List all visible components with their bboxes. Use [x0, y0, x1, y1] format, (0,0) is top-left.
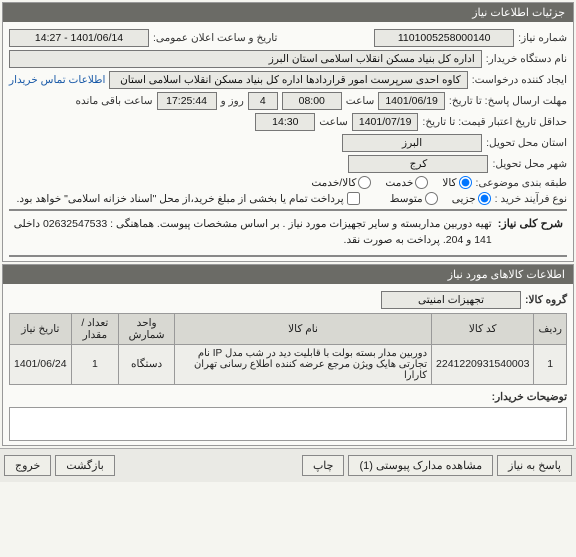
items-panel: اطلاعات کالاهای مورد نیاز گروه کالا: تجه… — [2, 264, 574, 446]
deadline-time-lbl: ساعت — [346, 95, 375, 107]
cat-service-option[interactable]: خدمت — [385, 176, 428, 189]
buyer-value: اداره کل بنیاد مسکن انقلاب اسلامی استان … — [9, 50, 482, 68]
pay-note-checkbox[interactable] — [347, 192, 360, 205]
need-no-value: 1101005258000140 — [374, 29, 514, 47]
buyer-label: نام دستگاه خریدار: — [486, 53, 567, 65]
contact-link[interactable]: اطلاعات تماس خریدار — [9, 74, 105, 86]
city-value: کرج — [348, 155, 488, 173]
row-notes: توضیحات خریدار: — [9, 391, 567, 403]
desc-text: تهیه دوربین مداربسته و سایر تجهیزات مورد… — [13, 217, 492, 249]
proc-partial-radio[interactable] — [478, 192, 491, 205]
proc-partial-text: جزیی — [452, 193, 476, 205]
cat-goods-service-text: کالا/خدمت — [311, 177, 356, 189]
remain-lbl: ساعت باقی مانده — [76, 95, 153, 107]
table-header-row: ردیف کد کالا نام کالا واحد شمارش تعداد /… — [10, 313, 567, 344]
days-lbl: روز و — [221, 95, 244, 107]
valid-date: 1401/07/19 — [352, 113, 419, 131]
button-bar: پاسخ به نیاز مشاهده مدارک پیوستی (1) چاپ… — [0, 448, 576, 482]
creator-label: ایجاد کننده درخواست: — [472, 74, 567, 86]
row-need-no: شماره نیاز: 1101005258000140 تاریخ و ساع… — [9, 29, 567, 47]
province-value: البرز — [342, 134, 482, 152]
panel2-title: اطلاعات کالاهای مورد نیاز — [3, 265, 573, 284]
category-label: طبقه بندی موضوعی: — [476, 177, 567, 189]
cat-goods-service-radio[interactable] — [358, 176, 371, 189]
notes-label: توضیحات خریدار: — [492, 391, 567, 403]
proc-medium-radio[interactable] — [425, 192, 438, 205]
panel1-title: جزئیات اطلاعات نیاز — [3, 3, 573, 22]
cat-service-radio[interactable] — [415, 176, 428, 189]
group-label: گروه کالا: — [525, 294, 567, 306]
cat-service-text: خدمت — [385, 177, 413, 189]
proc-medium-text: متوسط — [390, 193, 423, 205]
need-no-label: شماره نیاز: — [518, 32, 567, 44]
cat-goods-text: کالا — [442, 177, 456, 189]
valid-time: 14:30 — [255, 113, 315, 131]
col-code: کد کالا — [432, 313, 534, 344]
cell-name: دوربین مدار بسته بولت با قابلیت دید در ش… — [175, 344, 432, 384]
province-label: استان محل تحویل: — [486, 137, 567, 149]
attachments-button[interactable]: مشاهده مدارک پیوستی (1) — [348, 455, 493, 476]
deadline-time: 08:00 — [282, 92, 342, 110]
row-category: طبقه بندی موضوعی: کالا خدمت کالا/خدمت — [9, 176, 567, 189]
valid-time-lbl: ساعت — [319, 116, 348, 128]
cat-goods-option[interactable]: کالا — [442, 176, 471, 189]
row-city: شهر محل تحویل: کرج — [9, 155, 567, 173]
notes-box — [9, 407, 567, 441]
pub-label: تاریخ و ساعت اعلان عمومی: — [153, 32, 277, 44]
cell-code: 2241220931540003 — [432, 344, 534, 384]
remain-time: 17:25:44 — [157, 92, 217, 110]
cell-unit: دستگاه — [119, 344, 175, 384]
row-buyer: نام دستگاه خریدار: اداره کل بنیاد مسکن ا… — [9, 50, 567, 68]
pay-note-wrap: پرداخت تمام یا بخشی از مبلغ خرید،از محل … — [17, 192, 360, 205]
cat-goods-service-option[interactable]: کالا/خدمت — [311, 176, 371, 189]
proc-partial-option[interactable]: جزیی — [452, 192, 491, 205]
col-qty: تعداد / مقدار — [71, 313, 119, 344]
button-group-right: پاسخ به نیاز مشاهده مدارک پیوستی (1) چاپ — [302, 455, 572, 476]
process-label: نوع فرآیند خرید : — [495, 193, 567, 205]
desc-label: شرح کلی نیاز: — [498, 217, 563, 249]
city-label: شهر محل تحویل: — [492, 158, 567, 170]
items-table: ردیف کد کالا نام کالا واحد شمارش تعداد /… — [9, 313, 567, 385]
valid-label: حداقل تاریخ اعتبار قیمت: تا تاریخ: — [422, 116, 567, 128]
group-value: تجهیزات امنیتی — [381, 291, 521, 309]
deadline-date: 1401/06/19 — [378, 92, 445, 110]
pay-note-text: پرداخت تمام یا بخشی از مبلغ خرید،از محل … — [17, 193, 344, 205]
row-province: استان محل تحویل: البرز — [9, 134, 567, 152]
back-button[interactable]: بازگشت — [55, 455, 115, 476]
col-name: نام کالا — [175, 313, 432, 344]
button-group-left: بازگشت خروج — [4, 455, 115, 476]
row-creator: ایجاد کننده درخواست: کاوه احدی سرپرست ام… — [9, 71, 567, 89]
row-process: نوع فرآیند خرید : جزیی متوسط پرداخت تمام… — [9, 192, 567, 205]
cell-date: 1401/06/24 — [10, 344, 72, 384]
row-valid: حداقل تاریخ اعتبار قیمت: تا تاریخ: 1401/… — [9, 113, 567, 131]
exit-button[interactable]: خروج — [4, 455, 51, 476]
days-value: 4 — [248, 92, 278, 110]
print-button[interactable]: چاپ — [302, 455, 345, 476]
reply-button[interactable]: پاسخ به نیاز — [497, 455, 572, 476]
desc-block: شرح کلی نیاز: تهیه دوربین مداربسته و سای… — [9, 209, 567, 257]
table-row[interactable]: 1 2241220931540003 دوربین مدار بسته بولت… — [10, 344, 567, 384]
deadline-label: مهلت ارسال پاسخ: تا تاریخ: — [449, 95, 567, 107]
cell-idx: 1 — [534, 344, 567, 384]
col-date: تاریخ نیاز — [10, 313, 72, 344]
cat-goods-radio[interactable] — [459, 176, 472, 189]
need-details-panel: جزئیات اطلاعات نیاز شماره نیاز: 11010052… — [2, 2, 574, 262]
row-deadline: مهلت ارسال پاسخ: تا تاریخ: 1401/06/19 سا… — [9, 92, 567, 110]
row-group: گروه کالا: تجهیزات امنیتی — [9, 291, 567, 309]
panel2-body: گروه کالا: تجهیزات امنیتی ردیف کد کالا ن… — [3, 284, 573, 445]
pub-value: 1401/06/14 - 14:27 — [9, 29, 149, 47]
col-row: ردیف — [534, 313, 567, 344]
cell-qty: 1 — [71, 344, 119, 384]
col-unit: واحد شمارش — [119, 313, 175, 344]
proc-medium-option[interactable]: متوسط — [390, 192, 438, 205]
creator-value: کاوه احدی سرپرست امور قراردادها اداره کل… — [109, 71, 467, 89]
panel1-body: شماره نیاز: 1101005258000140 تاریخ و ساع… — [3, 22, 573, 261]
